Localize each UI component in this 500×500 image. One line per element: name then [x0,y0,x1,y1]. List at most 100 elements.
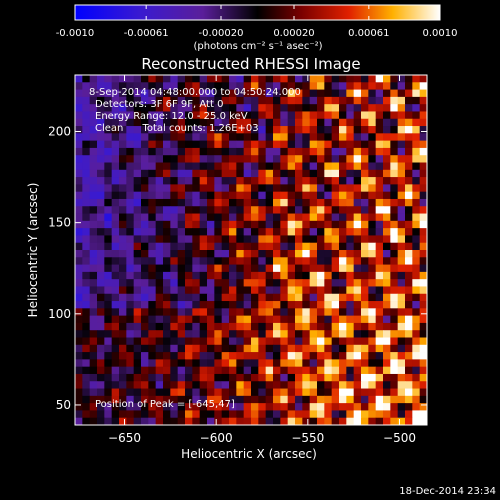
heatmap-cell [192,155,201,163]
heatmap-cell [82,147,91,156]
heatmap-cell [324,264,333,273]
heatmap-cell [309,257,318,265]
heatmap-cell [192,111,201,120]
heatmap-cell [185,315,193,324]
heatmap-cell [170,301,179,309]
heatmap-cell [295,213,303,222]
heatmap-cell [317,403,325,411]
heatmap-cell [192,352,201,360]
heatmap-cell [177,403,186,411]
heatmap-cell [273,322,281,331]
heatmap-cell [258,359,267,368]
heatmap-cell [346,198,355,207]
heatmap-cell [185,337,193,346]
heatmap-cell [309,373,318,382]
heatmap-cell [258,417,267,425]
heatmap-cell [412,242,421,251]
heatmap-cell [412,162,421,171]
heatmap-cell [251,96,259,105]
heatmap-cell [236,206,245,214]
heatmap-cell [375,75,384,83]
heatmap-cell [221,155,230,163]
heatmap-cell [419,352,427,360]
y-tick-label: 150 [48,216,71,230]
heatmap-cell [177,140,186,149]
heatmap-cell [75,206,83,214]
heatmap-cell [346,220,355,229]
heatmap-cell [405,206,413,214]
heatmap-cell [89,322,98,331]
heatmap-cell [375,242,384,251]
heatmap-cell [353,330,362,338]
heatmap-cell [89,89,98,98]
heatmap-cell [155,96,164,105]
heatmap-cell [214,337,223,346]
heatmap-cell [339,257,347,265]
heatmap-cell [141,191,149,200]
heatmap-cell [251,403,259,411]
heatmap-cell [119,293,127,302]
heatmap-cell [75,198,83,207]
heatmap-cell [221,279,230,287]
heatmap-cell [265,75,274,83]
heatmap-cell [251,75,259,83]
heatmap-cell [148,118,157,127]
heatmap-cell [126,126,135,134]
heatmap-cell [192,198,201,207]
heatmap-cell [390,206,399,214]
heatmap-cell [265,140,274,149]
heatmap-cell [111,118,120,127]
heatmap-cell [317,177,325,185]
heatmap-cell [368,126,377,134]
heatmap-cell [119,403,127,411]
heatmap-cell [339,82,347,90]
heatmap-cell [119,220,127,229]
heatmap-cell [397,140,406,149]
heatmap-cell [170,213,179,222]
heatmap-cell [331,162,340,171]
heatmap-cell [97,301,105,309]
heatmap-cell [331,337,340,346]
heatmap-cell [258,155,267,163]
heatmap-cell [302,366,311,375]
heatmap-cell [133,271,142,280]
heatmap-cell [273,373,281,382]
heatmap-cell [302,315,311,324]
heatmap-cell [170,308,179,317]
heatmap-cell [324,111,333,120]
heatmap-cell [229,250,237,258]
heatmap-cell [177,89,186,98]
heatmap-cell [221,184,230,193]
heatmap-cell [280,206,289,214]
heatmap-cell [419,220,427,229]
heatmap-cell [251,133,259,142]
heatmap-cell [207,75,215,83]
heatmap-cell [214,308,223,317]
heatmap-cell [331,388,340,397]
heatmap-cell [221,344,230,353]
heatmap-cell [75,264,83,273]
heatmap-cell [177,395,186,404]
heatmap-cell [148,359,157,368]
heatmap-cell [75,366,83,375]
heatmap-cell [97,344,105,353]
heatmap-cell [170,322,179,331]
heatmap-cell [397,308,406,317]
heatmap-cell [331,169,340,178]
heatmap-cell [185,395,193,404]
heatmap-cell [243,322,252,331]
heatmap-cell [141,322,149,331]
heatmap-cell [236,242,245,251]
heatmap-cell [383,213,391,222]
heatmap-cell [368,344,377,353]
heatmap-cell [243,140,252,149]
heatmap-cell [133,198,142,207]
heatmap-cell [375,359,384,368]
heatmap-cell [104,133,113,142]
heatmap-cell [236,82,245,90]
heatmap-cell [258,308,267,317]
heatmap-cell [295,147,303,156]
heatmap-cell [419,315,427,324]
heatmap-cell [89,126,98,134]
heatmap-cell [280,417,289,425]
